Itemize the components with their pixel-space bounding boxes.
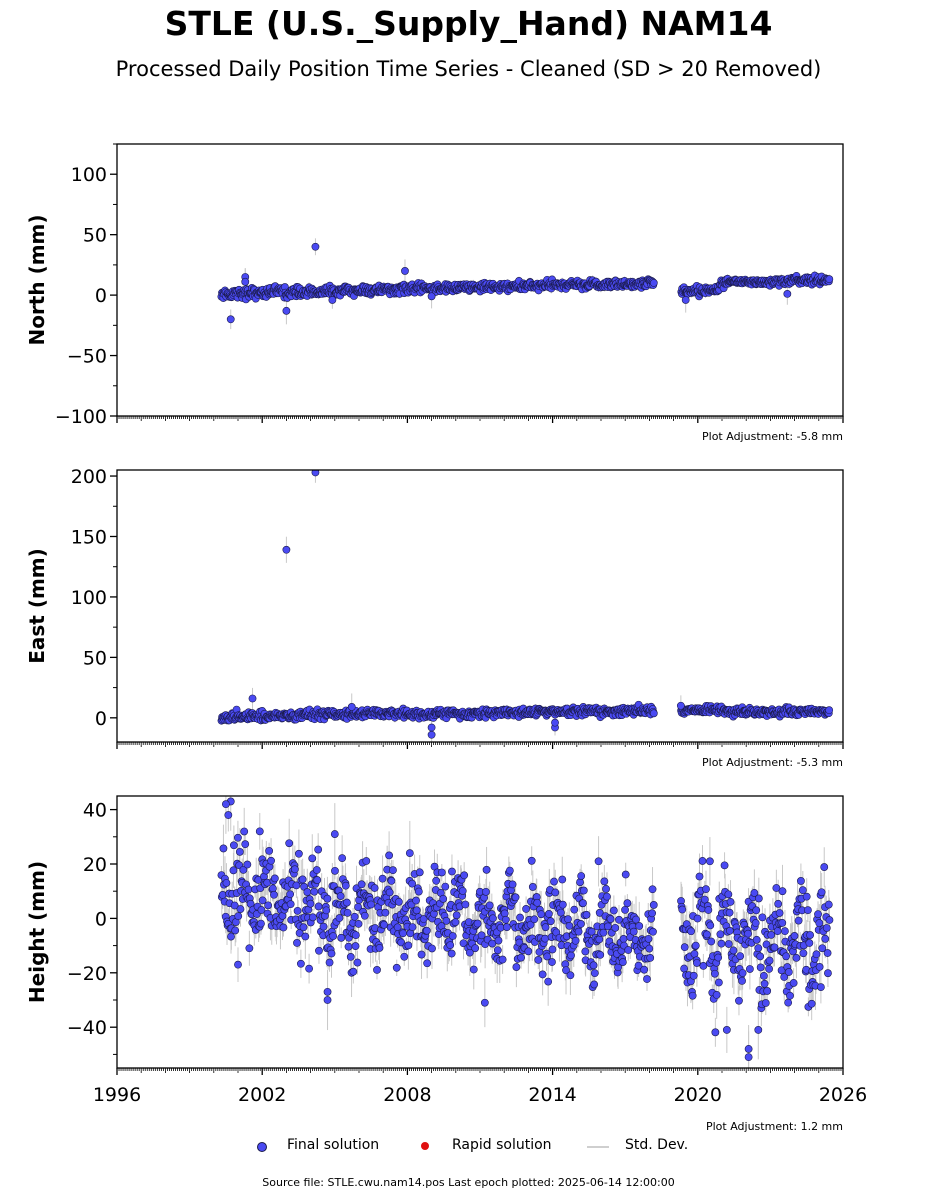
data-point [347,703,356,711]
data-point [427,730,436,739]
chart-subtitle: Processed Daily Position Time Series - C… [115,57,822,81]
data-point [649,279,658,287]
y-tick-label: 150 [71,526,107,548]
y-tick-label: 50 [83,647,107,669]
data-point [282,306,291,315]
data-points-group [217,238,834,330]
data-point [226,315,235,324]
data-point [328,296,337,304]
data-point [676,701,685,710]
y-tick-label: 0 [95,285,107,307]
data-point [825,706,834,715]
data-point [649,709,658,718]
data-point [825,275,834,284]
y-tick-label: −100 [55,406,107,428]
data-point [551,718,559,727]
y-axis-label: East (mm) [25,548,49,664]
y-axis-label: North (mm) [25,214,49,345]
data-point [783,290,792,298]
data-point [311,242,320,251]
data-point [282,545,291,554]
chart-title: STLE (U.S._Supply_Hand) NAM14 [164,4,773,43]
data-point [427,723,436,732]
data-point [311,470,320,477]
y-tick-label: 50 [83,225,107,247]
y-tick-label: 100 [71,164,107,186]
plot-adjustment-note: Plot Adjustment: -5.3 mm [702,756,843,769]
y-tick-label: 100 [71,587,107,609]
data-point [681,296,690,304]
y-tick-label: 0 [95,708,107,730]
data-points-group [217,470,834,742]
data-points-group [217,796,834,1068]
data-point [427,292,436,301]
data-point [401,267,409,275]
y-tick-label: −50 [67,346,107,368]
y-tick-label: 200 [71,466,107,488]
data-point [241,277,250,286]
data-point [248,694,257,703]
plot-frame [116,469,844,743]
plot-adjustment-note: Plot Adjustment: -5.8 mm [702,430,843,443]
